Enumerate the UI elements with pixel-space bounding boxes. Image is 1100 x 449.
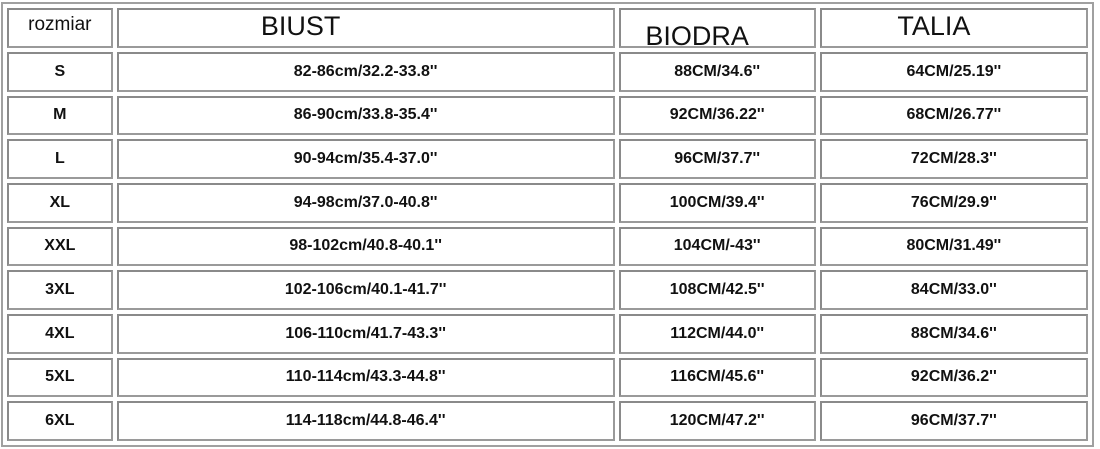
cell-waist: 96CM/37.7'' [819, 401, 1088, 441]
cell-size: XL [7, 182, 113, 223]
header-label: rozmiar [28, 14, 92, 35]
table-row: 4XL 106-110cm/41.7-43.3'' 112CM/44.0'' 88CM… [7, 313, 1088, 354]
table-row: L 90-94cm/35.4-37.0'' 96CM/37.7'' 72CM/28.3… [7, 139, 1088, 179]
cell-hips: 116CM/45.6'' [618, 357, 816, 398]
cell-hips: 88CM/34.6'' [618, 52, 816, 92]
cell-bust: 114-118cm/44.8-46.4'' [116, 401, 615, 441]
table-row: 3XL 102-106cm/40.1-41.7'' 108CM/42.5'' 84CM… [7, 270, 1088, 310]
table-row: M 86-90cm/33.8-35.4'' 92CM/36.22'' 68CM/26.… [7, 95, 1088, 136]
header-label: BIODRA [645, 20, 749, 51]
cell-hips: 108CM/42.5'' [618, 270, 816, 310]
header-waist: TALIA [819, 8, 1088, 48]
cell-bust: 98-102cm/40.8-40.1'' [116, 226, 615, 267]
cell-bust: 90-94cm/35.4-37.0'' [116, 139, 615, 179]
cell-hips: 104CM/-43'' [618, 226, 816, 267]
header-label: TALIA [897, 10, 971, 41]
cell-waist: 64CM/25.19'' [819, 52, 1088, 92]
cell-size: XXL [7, 226, 113, 267]
header-bust: BIUST [116, 8, 615, 48]
cell-waist: 84CM/33.0'' [819, 270, 1088, 310]
cell-waist: 88CM/34.6'' [819, 313, 1088, 354]
cell-waist: 76CM/29.9'' [819, 182, 1088, 223]
cell-bust: 86-90cm/33.8-35.4'' [116, 95, 615, 136]
cell-size: 6XL [7, 401, 113, 441]
cell-waist: 80CM/31.49'' [819, 226, 1088, 267]
table-row: S 82-86cm/32.2-33.8'' 88CM/34.6'' 64CM/25.1… [7, 52, 1088, 92]
header-hips: BIODRA [618, 8, 816, 51]
cell-hips: 92CM/36.22'' [618, 95, 816, 136]
cell-size: S [7, 52, 113, 92]
cell-waist: 92CM/36.2'' [819, 357, 1088, 398]
cell-size: M [7, 95, 113, 136]
cell-hips: 96CM/37.7'' [618, 139, 816, 179]
table-row: XXL 98-102cm/40.8-40.1'' 104CM/-43'' 80CM/3… [7, 226, 1088, 267]
table-row: XL 94-98cm/37.0-40.8'' 100CM/39.4'' 76CM/29… [7, 182, 1088, 223]
cell-waist: 68CM/26.77'' [819, 95, 1088, 136]
cell-hips: 100CM/39.4'' [618, 182, 816, 223]
cell-hips: 120CM/47.2'' [618, 401, 816, 441]
cell-size: 3XL [7, 270, 113, 310]
cell-bust: 102-106cm/40.1-41.7'' [116, 270, 615, 310]
cell-bust: 82-86cm/32.2-33.8'' [116, 52, 615, 92]
cell-bust: 94-98cm/37.0-40.8'' [116, 182, 615, 223]
cell-size: 5XL [7, 357, 113, 398]
header-label: BIUST [260, 10, 341, 41]
cell-bust: 106-110cm/41.7-43.3'' [116, 313, 615, 354]
cell-size: 4XL [7, 313, 113, 354]
cell-hips: 112CM/44.0'' [618, 313, 816, 354]
table-row: 6XL 114-118cm/44.8-46.4'' 120CM/47.2'' 96CM… [7, 401, 1088, 441]
header-size: rozmiar [7, 8, 113, 48]
cell-size: L [7, 139, 113, 179]
cell-bust: 110-114cm/43.3-44.8'' [116, 357, 615, 398]
table-row: 5XL 110-114cm/43.3-44.8'' 116CM/45.6'' 92CM… [7, 357, 1088, 398]
header-row: rozmiar BIUST BIODRA TALIA [7, 8, 1088, 51]
cell-waist: 72CM/28.3'' [819, 139, 1088, 179]
